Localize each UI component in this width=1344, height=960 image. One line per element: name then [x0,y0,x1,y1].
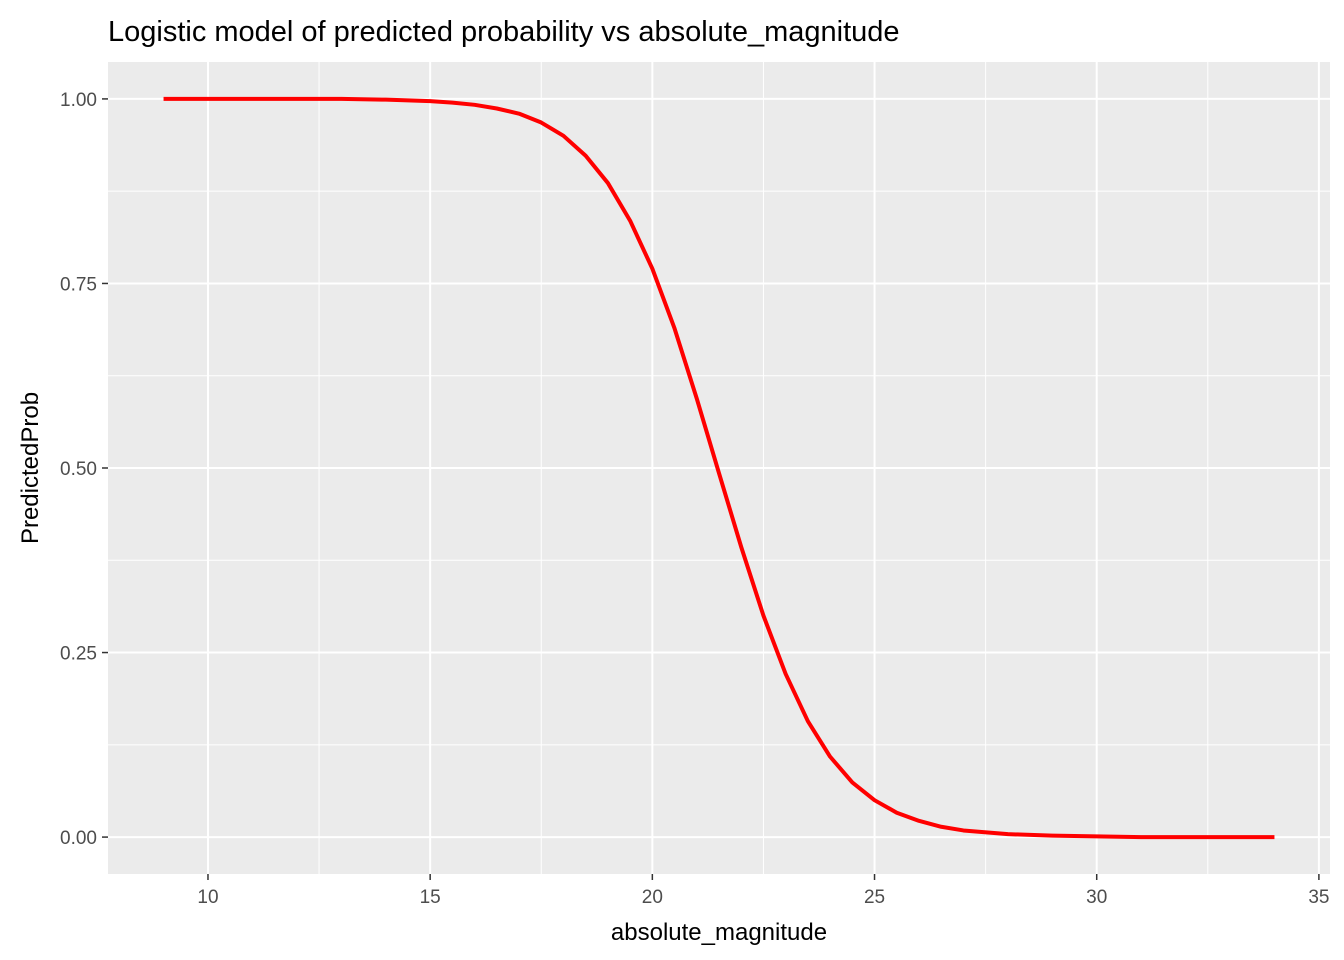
series-line [163,96,1275,840]
x-tick-label: 30 [1086,887,1107,908]
x-tick-label: 20 [642,887,663,908]
minor-gridlines [108,62,1330,874]
y-tick-label: 0.50 [60,459,97,480]
x-tick-label: 15 [420,887,441,908]
x-axis-title: absolute_magnitude [611,919,827,946]
y-tick-label: 1.00 [60,90,97,111]
y-axis-title: PredictedProb [17,392,44,544]
x-tick-label: 25 [864,887,885,908]
y-tick-label: 0.00 [60,828,97,849]
x-axis: 10 15 20 25 30 35 [197,874,1329,908]
series-layer [163,96,1275,840]
y-tick-label: 0.25 [60,644,97,665]
y-axis: 0.00 0.25 0.50 0.75 1.00 [60,90,108,849]
x-tick-label: 10 [197,887,218,908]
chart-title: Logistic model of predicted probability … [108,16,900,48]
x-tick-label: 35 [1308,887,1329,908]
y-tick-label: 0.75 [60,274,97,295]
